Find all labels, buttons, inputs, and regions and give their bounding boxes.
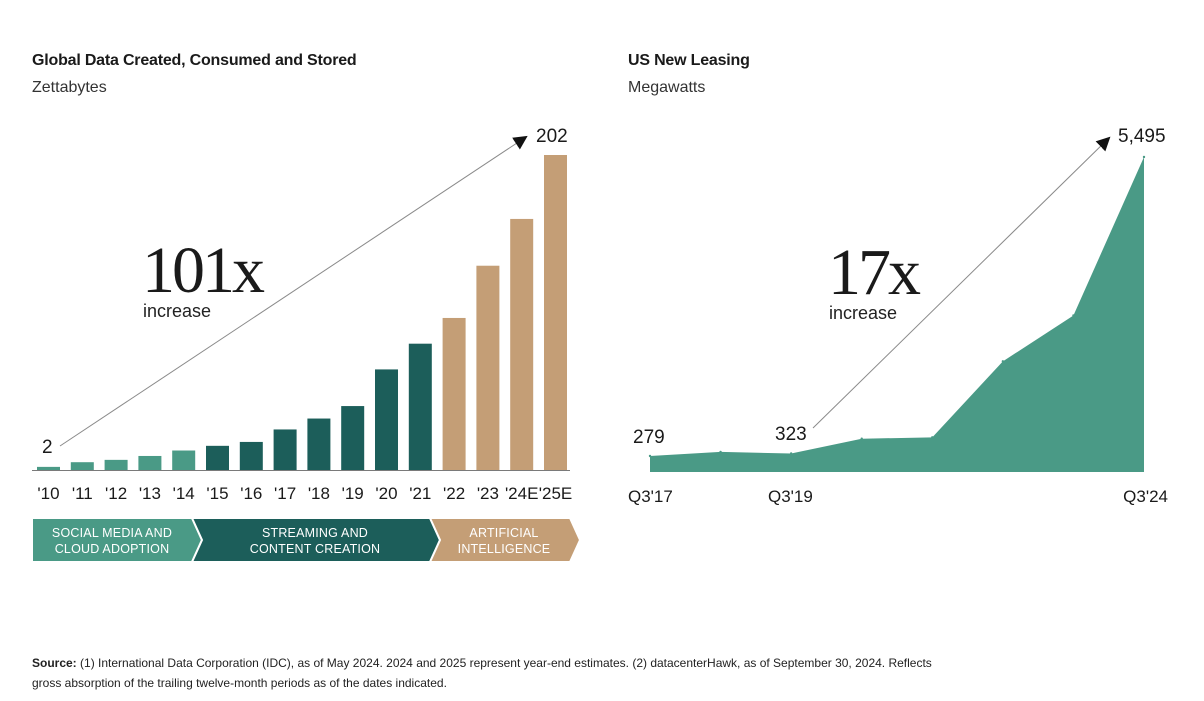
x-tick-label-4: '14: [173, 484, 195, 503]
area-point-2: [789, 452, 793, 455]
bar-3: [138, 455, 162, 470]
x-tick-label-7: '17: [274, 484, 296, 503]
bar-0: [37, 466, 60, 470]
area-point-5: [1001, 360, 1005, 363]
area-point-6: [1072, 314, 1075, 317]
bar-1: [70, 462, 94, 470]
left-growth-arrow: [59, 135, 528, 447]
left-era-bands: SOCIAL MEDIA AND CLOUD ADOPTION STREAMING …: [31, 517, 582, 563]
bar-15: [544, 155, 567, 470]
area-point-0: [648, 454, 652, 458]
x-tick-label-11: '21: [409, 484, 431, 503]
bar-7: [273, 429, 297, 470]
right-chart-title: US New Leasing: [628, 52, 750, 69]
right-chart-subtitle: Megawatts: [628, 79, 706, 96]
right-multiplier: 17x: [828, 236, 921, 309]
x-tick-label-14: '24E: [505, 484, 539, 503]
right-area-chart: Q3'17 Q3'19 Q3'24 279 323 5,495: [628, 126, 1168, 506]
x-tick-label-0: '10: [37, 484, 59, 503]
x-tick-label-1: '11: [72, 484, 93, 503]
x-tick-label-5: '15: [206, 484, 228, 503]
bar-5: [206, 445, 229, 470]
source-note: Source: (1) International Data Corporati…: [32, 653, 932, 693]
bar-8: [307, 418, 331, 470]
area-point-1: [719, 450, 722, 454]
x-tick-label-13: '23: [477, 484, 499, 503]
x-tick-label-3: '13: [139, 484, 161, 503]
era-label-2-0: ARTIFICIAL: [469, 526, 538, 540]
x-tick-first: Q3'17: [628, 487, 673, 506]
bar-2: [104, 459, 128, 470]
bar-6: [239, 441, 263, 470]
source-text: (1) International Data Corporation (IDC)…: [32, 656, 932, 690]
bar-12: [442, 317, 466, 470]
bar-14: [510, 218, 534, 470]
right-multiplier-sub: increase: [829, 303, 898, 323]
era-label-1-0: STREAMING AND: [262, 526, 368, 540]
left-multiplier-sub: increase: [143, 301, 212, 321]
bar-10: [375, 369, 398, 470]
era-label-2-1: INTELLIGENCE: [458, 542, 551, 556]
last-value-label: 202: [536, 126, 568, 147]
bar-4: [172, 450, 196, 470]
end-value-label: 5,495: [1118, 126, 1166, 147]
x-tick-label-2: '12: [105, 484, 127, 503]
x-tick-label-9: '19: [342, 484, 364, 503]
area-point-3: [860, 437, 863, 440]
x-tick-label-15: '25E: [539, 484, 573, 503]
era-label-1-1: CONTENT CREATION: [250, 542, 381, 556]
x-tick-mid: Q3'19: [768, 487, 813, 506]
left-chart-title: Global Data Created, Consumed and Stored: [32, 52, 357, 69]
x-tick-last: Q3'24: [1123, 487, 1168, 506]
bar-9: [341, 406, 365, 470]
era-label-0-0: SOCIAL MEDIA AND: [52, 526, 172, 540]
x-tick-label-6: '16: [240, 484, 262, 503]
source-label: Source:: [32, 656, 77, 670]
start-value-label: 279: [633, 427, 665, 448]
era-label-0-1: CLOUD ADOPTION: [55, 542, 170, 556]
mid-value-label: 323: [775, 424, 807, 445]
left-multiplier: 101x: [142, 234, 265, 307]
era-band-2: [428, 517, 582, 563]
left-chart-subtitle: Zettabytes: [32, 79, 107, 96]
x-tick-label-12: '22: [443, 484, 465, 503]
area-point-7: [1142, 155, 1146, 159]
bar-11: [408, 343, 432, 470]
first-value-label: 2: [42, 437, 53, 458]
area-fill: [650, 157, 1144, 472]
x-tick-label-8: '18: [308, 484, 330, 503]
left-bar-chart: '10 '11 '12 '13 '14 '15 '16 '17 '18 '19 '20 '21 '22 '…: [32, 126, 572, 503]
area-point-4: [931, 436, 934, 439]
x-tick-label-10: '20: [375, 484, 397, 503]
right-growth-arrow: [812, 136, 1111, 429]
bar-13: [476, 265, 500, 470]
